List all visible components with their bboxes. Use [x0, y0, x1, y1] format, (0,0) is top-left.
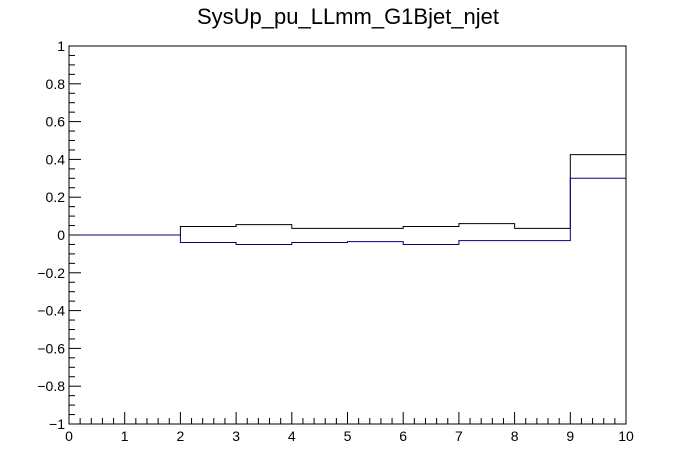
y-tick-label: 1	[57, 38, 65, 54]
x-tick-label: 8	[511, 428, 519, 444]
x-tick-label: 9	[566, 428, 574, 444]
y-tick-label: 0	[57, 227, 65, 243]
y-tick-label: −0.8	[37, 378, 65, 394]
x-axis: 0 1 2 3 4 5 6 7 8 9 10	[65, 412, 634, 444]
y-tick-label: 0.6	[46, 114, 66, 130]
y-tick-label: −0.6	[37, 340, 65, 356]
series-line-2	[69, 177, 626, 245]
y-axis: 1 0.8 0.6 0.4 0.2 0 −0.2 −0.4 −0.6 −0.8 −1	[37, 38, 81, 432]
x-tick-label: 4	[288, 428, 296, 444]
x-tick-label: 10	[618, 428, 634, 444]
y-tick-label: 0.2	[46, 189, 66, 205]
y-tick-label: −0.2	[37, 265, 65, 281]
series-layer	[69, 154, 626, 245]
x-tick-label: 7	[455, 428, 463, 444]
chart-title: SysUp_pu_LLmm_G1Bjet_njet	[196, 4, 500, 29]
series-line-1	[69, 154, 626, 236]
x-tick-label: 2	[177, 428, 185, 444]
y-tick-label: 0.4	[46, 151, 66, 167]
y-tick-label: −0.4	[37, 303, 65, 319]
y-tick-label: −1	[49, 416, 65, 432]
y-tick-label: 0.8	[46, 76, 66, 92]
x-tick-label: 6	[399, 428, 407, 444]
x-tick-label: 0	[65, 428, 73, 444]
x-tick-label: 3	[232, 428, 240, 444]
x-tick-label: 1	[121, 428, 129, 444]
x-tick-label: 5	[344, 428, 352, 444]
